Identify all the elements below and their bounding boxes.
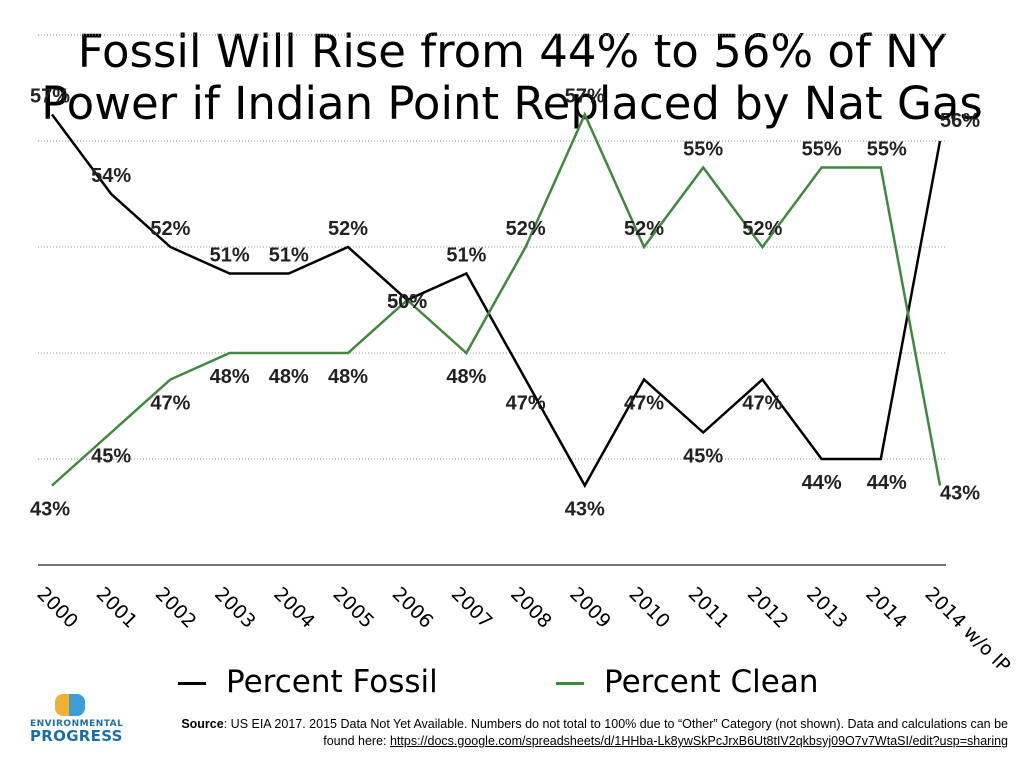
source-link[interactable]: https://docs.google.com/spreadsheets/d/1… bbox=[389, 734, 1008, 748]
clean-data-label: 43% bbox=[30, 499, 70, 521]
source-text: : US EIA 2017. 2015 Data Not Yet Availab… bbox=[223, 717, 1008, 748]
fossil-data-label: 47% bbox=[742, 393, 782, 415]
clean-data-label: 48% bbox=[446, 366, 486, 388]
legend-item-clean: Percent Clean bbox=[556, 664, 818, 700]
x-tick-label: 2006 bbox=[388, 583, 438, 633]
fossil-line bbox=[50, 113, 942, 489]
fossil-data-label: 52% bbox=[150, 218, 190, 240]
chart-title: Fossil Will Rise from 44% to 56% of NY P… bbox=[0, 26, 1024, 130]
fossil-data-label: 50% bbox=[387, 291, 427, 313]
fossil-data-label: 45% bbox=[683, 446, 723, 468]
fossil-data-label: 54% bbox=[91, 165, 131, 187]
clean-data-label: 52% bbox=[506, 218, 546, 240]
x-tick-label: 2014 w/o IP bbox=[920, 583, 1014, 677]
title-line-2: Power if Indian Point Replaced by Nat Ga… bbox=[41, 77, 983, 130]
fossil-data-label: 44% bbox=[802, 472, 842, 494]
clean-data-label: 55% bbox=[683, 139, 723, 161]
x-tick-label: 2008 bbox=[506, 583, 556, 633]
legend-swatch-fossil bbox=[178, 682, 206, 685]
x-tick-label: 2011 bbox=[684, 583, 734, 633]
clean-data-label: 57% bbox=[565, 86, 605, 108]
x-tick-label: 2005 bbox=[328, 583, 378, 633]
environmental-progress-logo: ENVIRONMENTAL PROGRESS bbox=[30, 694, 124, 745]
x-tick-label: 2010 bbox=[624, 583, 674, 633]
fossil-data-label: 52% bbox=[328, 218, 368, 240]
clean-data-label: 45% bbox=[91, 446, 131, 468]
fossil-data-label: 51% bbox=[269, 245, 309, 267]
fossil-data-label: 56% bbox=[940, 110, 980, 132]
clean-data-label: 52% bbox=[742, 218, 782, 240]
logo-text-line-1: ENVIRONMENTAL bbox=[30, 719, 124, 729]
x-tick-label: 2000 bbox=[32, 583, 82, 633]
logo-icon bbox=[53, 694, 87, 718]
x-tick-label: 2009 bbox=[565, 583, 615, 633]
x-tick-label: 2003 bbox=[210, 583, 260, 633]
clean-data-label: 55% bbox=[802, 139, 842, 161]
fossil-data-label: 51% bbox=[210, 245, 250, 267]
source-label: Source bbox=[181, 717, 224, 731]
clean-data-label: 52% bbox=[624, 218, 664, 240]
x-tick-label: 2014 bbox=[861, 583, 911, 633]
x-tick-label: 2012 bbox=[743, 583, 793, 633]
clean-data-label: 48% bbox=[210, 366, 250, 388]
x-tick-label: 2013 bbox=[802, 583, 852, 633]
clean-data-label: 50% bbox=[387, 291, 427, 313]
x-tick-label: 2002 bbox=[151, 583, 201, 633]
logo-text-line-2: PROGRESS bbox=[30, 727, 123, 745]
clean-data-label: 43% bbox=[940, 483, 980, 505]
legend-item-fossil: Percent Fossil bbox=[178, 664, 438, 700]
clean-data-label: 48% bbox=[328, 366, 368, 388]
fossil-data-label: 44% bbox=[867, 472, 907, 494]
x-tick-label: 2004 bbox=[269, 583, 319, 633]
title-line-1: Fossil Will Rise from 44% to 56% of NY bbox=[77, 25, 947, 78]
clean-data-label: 47% bbox=[150, 393, 190, 415]
fossil-data-label: 51% bbox=[446, 245, 486, 267]
x-tick-label: 2001 bbox=[92, 583, 142, 633]
clean-data-label: 55% bbox=[867, 139, 907, 161]
fossil-data-label: 57% bbox=[30, 86, 70, 108]
source-note: Source: US EIA 2017. 2015 Data Not Yet A… bbox=[150, 716, 1008, 750]
fossil-data-label: 47% bbox=[506, 393, 546, 415]
legend-label-fossil: Percent Fossil bbox=[226, 664, 438, 700]
fossil-data-label: 43% bbox=[565, 499, 605, 521]
legend-label-clean: Percent Clean bbox=[604, 664, 819, 700]
clean-data-label: 48% bbox=[269, 366, 309, 388]
legend-swatch-clean bbox=[556, 682, 584, 685]
x-tick-label: 2007 bbox=[447, 583, 497, 633]
fossil-data-label: 47% bbox=[624, 393, 664, 415]
clean-line bbox=[51, 111, 942, 487]
